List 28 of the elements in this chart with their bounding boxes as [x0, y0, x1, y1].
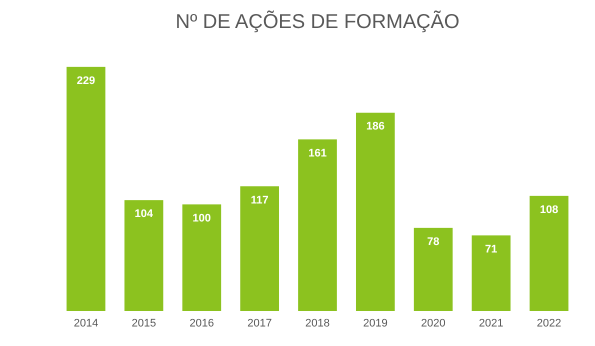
bar: [414, 228, 453, 311]
data-label: 117: [250, 194, 268, 206]
x-tick-label: 2014: [74, 318, 98, 330]
bar: [182, 204, 222, 311]
data-label: 229: [76, 74, 96, 87]
data-label: 71: [485, 243, 498, 256]
x-tick-label: 2017: [247, 318, 272, 330]
x-tick-label: 2020: [421, 318, 446, 330]
x-tick-label: 2018: [305, 318, 330, 330]
data-label: 186: [366, 120, 385, 133]
data-label: 104: [134, 208, 154, 220]
bar: [66, 66, 106, 311]
bar: [124, 200, 164, 311]
bar: [356, 112, 395, 311]
x-tick-label: 2015: [132, 318, 156, 330]
x-tick-label: 2021: [478, 318, 504, 330]
x-tick-label: 2019: [363, 318, 388, 330]
x-tick-label: 2016: [189, 318, 214, 330]
x-tick-label: 2022: [536, 318, 562, 330]
chart-title: Nº DE AÇÕES DE FORMAÇÃO: [175, 10, 460, 33]
data-label: 78: [427, 236, 440, 248]
bar: [240, 186, 280, 311]
data-label: 108: [540, 204, 558, 216]
bar: [472, 235, 511, 311]
bar: [298, 139, 337, 311]
bar: [530, 196, 568, 311]
data-label: 100: [192, 212, 211, 224]
data-label: 161: [308, 147, 327, 160]
